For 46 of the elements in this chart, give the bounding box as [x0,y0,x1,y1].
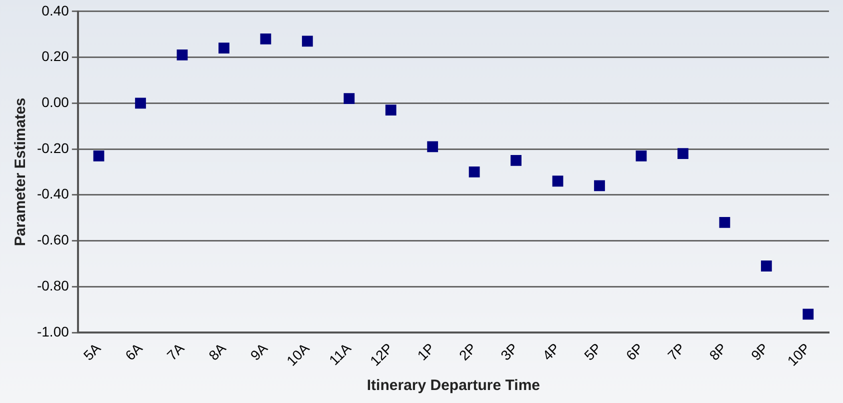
x-tick-label: 7P [664,340,688,364]
x-tick-label: 2P [456,340,480,364]
point [552,176,564,187]
y-tick-label: 0.40 [42,2,70,18]
point [760,260,772,272]
point [302,36,313,47]
point [719,216,730,228]
y-tick-label: -0.40 [36,186,70,202]
x-tick-label: 5A [80,340,104,364]
x-tick-label: 9P [748,340,772,364]
x-tick-label: 10A [283,340,313,369]
x-tick-label: 6P [622,340,646,364]
x-tick-label: 10P [784,340,813,369]
x-tick-label: 6A [122,340,146,364]
y-tick-label: -1.00 [36,323,70,340]
x-tick-label: 12P [366,340,396,369]
x-tick-label: 7A [164,340,188,364]
x-tick-label: 4P [539,340,563,364]
x-tick-label: 9A [247,340,271,364]
y-tick-label: 0.00 [42,94,70,110]
point [344,93,355,104]
point [636,150,647,162]
x-tick-label: 1P [414,340,438,364]
point [176,50,188,60]
point [594,180,605,192]
y-axis-title: Parameter Estimates [12,98,30,246]
point [93,150,104,162]
y-tick-label: -0.80 [36,277,70,294]
x-tick-label: 8P [706,340,730,364]
point [510,155,522,166]
point [802,308,814,320]
point [218,42,230,54]
x-tick-label: 5P [580,340,604,364]
point [468,166,480,178]
point [135,98,146,109]
x-tick-label: 3P [497,340,521,364]
x-tick-label: 8A [205,340,230,364]
x-axis-title: Itinerary Departure Time [366,377,540,394]
point [678,148,688,160]
y-tick-label: -0.60 [36,232,70,248]
y-tick-label: -0.20 [36,140,70,156]
point [260,33,272,44]
y-tick-label: 0.20 [42,48,70,64]
point [385,104,396,116]
point [427,141,438,152]
x-tick-label: 11A [326,340,354,368]
